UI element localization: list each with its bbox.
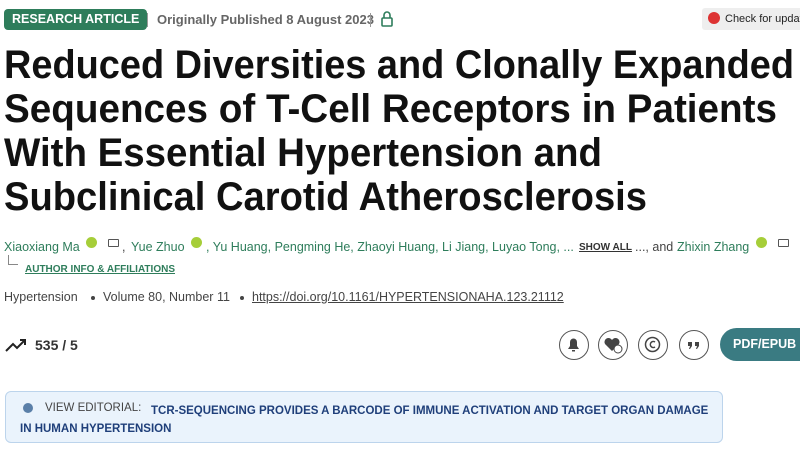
orcid-icon[interactable] (191, 237, 202, 248)
author-info-link[interactable]: AUTHOR INFO & AFFILIATIONS (25, 264, 175, 275)
doi-link[interactable]: https://doi.org/10.1161/HYPERTENSIONAHA.… (252, 290, 564, 304)
editorial-title[interactable]: TCR-SEQUENCING PROVIDES A BARCODE OF IMM… (20, 405, 709, 435)
email-icon[interactable] (108, 239, 119, 247)
favorite-button[interactable] (598, 330, 628, 360)
author-list: , Yu Huang, Pengming He, Zhaoyi Huang, L… (206, 240, 574, 254)
cite-button[interactable] (638, 330, 668, 360)
title: Reduced Diversities and Clonally Expande… (4, 43, 794, 219)
separator (147, 13, 148, 27)
author[interactable]: Yue Zhuo (131, 240, 185, 254)
published-date: Originally Published 8 August 2023 (157, 12, 374, 27)
check-updates-text: Check for updates (725, 13, 800, 25)
author[interactable]: Zhixin Zhang (677, 240, 750, 254)
article-type-badge: RESEARCH ARTICLE (4, 9, 148, 30)
copyright-icon (644, 336, 661, 353)
bullet (91, 296, 95, 300)
quote-button[interactable] (679, 330, 709, 360)
metrics[interactable]: 535 / 5 (35, 337, 78, 353)
pdf-button[interactable]: PDF/EPUB (720, 328, 800, 361)
author-separator: ..., and (635, 240, 674, 254)
title-line: Subclinical Carotid Atherosclerosis (4, 175, 647, 219)
trend-icon (5, 339, 26, 352)
author-separator: , (122, 240, 126, 254)
title-line: With Essential Hypertension and (4, 131, 602, 175)
alert-button[interactable] (559, 330, 589, 360)
heart-icon (604, 337, 623, 354)
quote-icon (688, 342, 699, 349)
open-access-icon (381, 11, 393, 27)
info-icon (23, 403, 33, 413)
author[interactable]: Xiaoxiang Ma (4, 240, 80, 254)
crossmark-icon (708, 12, 720, 24)
orcid-icon[interactable] (86, 237, 97, 248)
show-all-link[interactable]: SHOW ALL (579, 242, 632, 253)
check-updates-button[interactable]: Check for updates (702, 8, 800, 30)
editorial-banner[interactable]: VIEW EDITORIAL: TCR-SEQUENCING PROVIDES … (5, 391, 723, 443)
journal-name: Hypertension (4, 290, 78, 304)
volume: Volume 80, Number 11 (103, 290, 230, 304)
email-icon[interactable] (778, 239, 789, 247)
orcid-icon[interactable] (756, 237, 767, 248)
tree-connector (8, 255, 18, 265)
separator (370, 13, 371, 27)
bell-icon (568, 338, 579, 352)
title-line: Reduced Diversities and Clonally Expande… (4, 43, 794, 87)
title-line: Sequences of T-Cell Receptors in Patient… (4, 87, 777, 131)
bullet (240, 296, 244, 300)
editorial-label: VIEW EDITORIAL: (45, 402, 142, 414)
